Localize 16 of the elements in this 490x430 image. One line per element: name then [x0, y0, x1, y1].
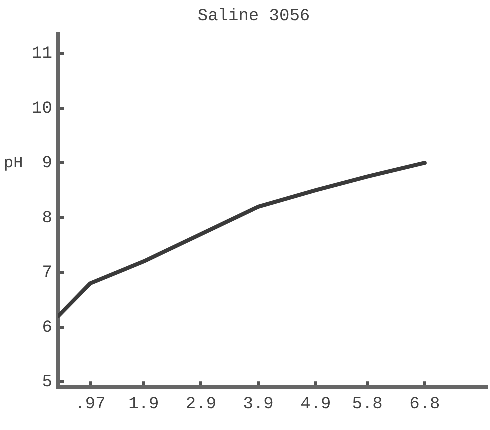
x-tick-label: 4.9 [300, 395, 332, 414]
x-tick-label: 6.8 [410, 395, 440, 414]
x-tick-label: 5.8 [352, 395, 383, 414]
x-tick-label: 2.9 [186, 395, 217, 414]
y-axis-title: pH [4, 154, 24, 172]
y-tick-label: 8 [42, 209, 52, 228]
y-tick-label: 10 [32, 100, 52, 119]
x-tick-label: .97 [75, 395, 106, 414]
y-tick-label: 5 [42, 374, 52, 393]
y-tick-label: 9 [42, 154, 52, 174]
y-tick-label: 6 [42, 318, 52, 338]
chart-title: Saline 3056 [198, 8, 310, 27]
y-tick-label: 11 [32, 45, 52, 64]
x-tick-label: 1.9 [128, 395, 160, 414]
y-tick-label: 7 [42, 264, 52, 284]
x-tick-label: 3.9 [243, 395, 274, 414]
